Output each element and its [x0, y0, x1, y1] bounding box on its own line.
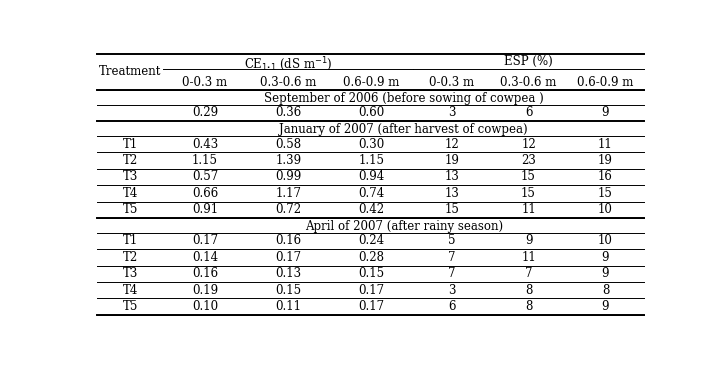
- Text: 9: 9: [525, 234, 532, 247]
- Text: 11: 11: [521, 203, 536, 216]
- Text: 0.17: 0.17: [359, 300, 385, 313]
- Text: 0.17: 0.17: [275, 251, 301, 264]
- Text: 0.19: 0.19: [192, 284, 218, 297]
- Text: 3: 3: [448, 284, 455, 297]
- Text: 13: 13: [444, 170, 459, 184]
- Text: T1: T1: [123, 234, 138, 247]
- Text: April of 2007 (after rainy season): April of 2007 (after rainy season): [304, 220, 502, 233]
- Text: 0.66: 0.66: [192, 187, 218, 200]
- Text: 1.17: 1.17: [275, 187, 301, 200]
- Text: January of 2007 (after harvest of cowpea): January of 2007 (after harvest of cowpea…: [279, 123, 528, 136]
- Text: 15: 15: [598, 187, 613, 200]
- Text: 9: 9: [602, 107, 609, 119]
- Text: 6: 6: [448, 300, 455, 313]
- Text: T4: T4: [122, 284, 138, 297]
- Text: 11: 11: [598, 138, 613, 150]
- Text: 0.6-0.9 m: 0.6-0.9 m: [343, 76, 400, 89]
- Text: T5: T5: [122, 203, 138, 216]
- Text: T5: T5: [122, 300, 138, 313]
- Text: 1.15: 1.15: [359, 154, 385, 167]
- Text: 0.3-0.6 m: 0.3-0.6 m: [500, 76, 557, 89]
- Text: 0.29: 0.29: [192, 107, 218, 119]
- Text: 19: 19: [598, 154, 613, 167]
- Text: 3: 3: [448, 107, 455, 119]
- Text: 0.91: 0.91: [192, 203, 218, 216]
- Text: 0.10: 0.10: [192, 300, 218, 313]
- Text: 0.74: 0.74: [359, 187, 385, 200]
- Text: 0-0.3 m: 0-0.3 m: [429, 76, 474, 89]
- Text: 1.15: 1.15: [192, 154, 218, 167]
- Text: T2: T2: [123, 154, 138, 167]
- Text: 10: 10: [598, 234, 613, 247]
- Text: 0.3-0.6 m: 0.3-0.6 m: [260, 76, 317, 89]
- Text: 15: 15: [521, 187, 536, 200]
- Text: 0.16: 0.16: [192, 267, 218, 280]
- Text: 12: 12: [444, 138, 459, 150]
- Text: 0.58: 0.58: [275, 138, 301, 150]
- Text: 15: 15: [444, 203, 459, 216]
- Text: 0.36: 0.36: [275, 107, 301, 119]
- Text: 0-0.3 m: 0-0.3 m: [182, 76, 228, 89]
- Text: 15: 15: [521, 170, 536, 184]
- Text: 0.15: 0.15: [275, 284, 301, 297]
- Text: 0.15: 0.15: [359, 267, 385, 280]
- Text: T2: T2: [123, 251, 138, 264]
- Text: 7: 7: [448, 267, 455, 280]
- Text: 10: 10: [598, 203, 613, 216]
- Text: 0.57: 0.57: [192, 170, 218, 184]
- Text: 8: 8: [602, 284, 609, 297]
- Text: T4: T4: [122, 187, 138, 200]
- Text: T1: T1: [123, 138, 138, 150]
- Text: 11: 11: [521, 251, 536, 264]
- Text: 0.13: 0.13: [275, 267, 301, 280]
- Text: Treatment: Treatment: [99, 65, 161, 78]
- Text: 0.72: 0.72: [275, 203, 301, 216]
- Text: ESP (%): ESP (%): [504, 55, 553, 68]
- Text: 7: 7: [525, 267, 532, 280]
- Text: 0.17: 0.17: [359, 284, 385, 297]
- Text: 0.42: 0.42: [359, 203, 385, 216]
- Text: 6: 6: [525, 107, 532, 119]
- Text: 0.30: 0.30: [359, 138, 385, 150]
- Text: 13: 13: [444, 187, 459, 200]
- Text: 9: 9: [602, 300, 609, 313]
- Text: 0.6-0.9 m: 0.6-0.9 m: [577, 76, 633, 89]
- Text: 5: 5: [448, 234, 455, 247]
- Text: 0.17: 0.17: [192, 234, 218, 247]
- Text: 9: 9: [602, 267, 609, 280]
- Text: 0.24: 0.24: [359, 234, 385, 247]
- Text: T3: T3: [122, 170, 138, 184]
- Text: 0.16: 0.16: [275, 234, 301, 247]
- Text: 23: 23: [521, 154, 536, 167]
- Text: 1.39: 1.39: [275, 154, 301, 167]
- Text: 0.14: 0.14: [192, 251, 218, 264]
- Text: 16: 16: [598, 170, 613, 184]
- Text: T3: T3: [122, 267, 138, 280]
- Text: 19: 19: [444, 154, 459, 167]
- Text: 0.99: 0.99: [275, 170, 301, 184]
- Text: 12: 12: [521, 138, 536, 150]
- Text: 0.60: 0.60: [359, 107, 385, 119]
- Text: 0.11: 0.11: [275, 300, 301, 313]
- Text: 7: 7: [448, 251, 455, 264]
- Text: 9: 9: [602, 251, 609, 264]
- Text: September of 2006 (before sowing of cowpea ): September of 2006 (before sowing of cowp…: [264, 92, 544, 105]
- Text: 0.28: 0.28: [359, 251, 385, 264]
- Text: 0.43: 0.43: [192, 138, 218, 150]
- Text: 0.94: 0.94: [359, 170, 385, 184]
- Text: CE$_{1\mathbf{\cdot}1}$ (dS m$^{-1}$): CE$_{1\mathbf{\cdot}1}$ (dS m$^{-1}$): [244, 55, 333, 73]
- Text: 8: 8: [525, 284, 532, 297]
- Text: 8: 8: [525, 300, 532, 313]
